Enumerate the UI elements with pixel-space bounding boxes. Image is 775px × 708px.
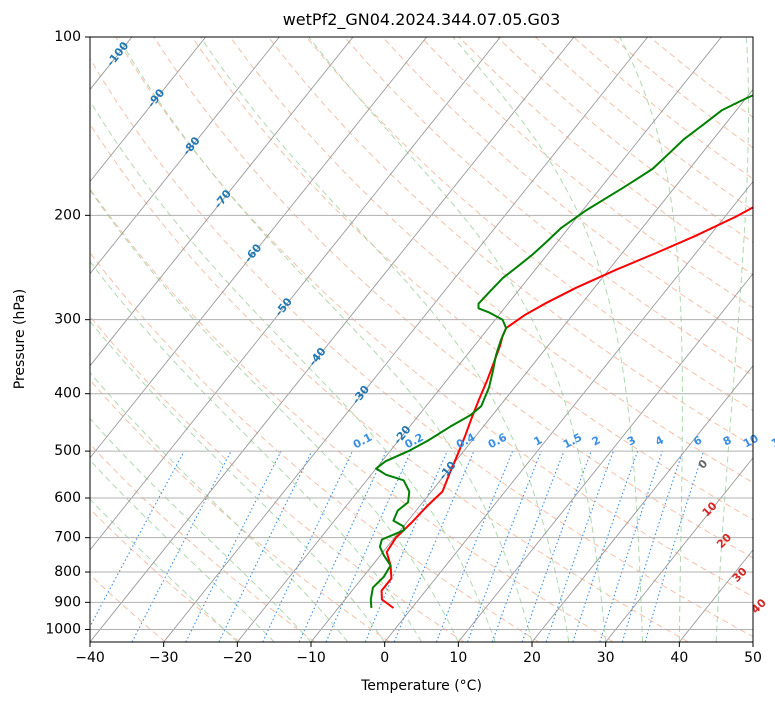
moist-adiabat	[619, 37, 683, 642]
isotherm-line	[236, 37, 722, 642]
y-tick-label: 300	[54, 312, 81, 328]
x-tick-label: 30	[597, 650, 615, 666]
x-tick-label: 0	[380, 650, 389, 666]
dry-adiabat	[90, 573, 166, 642]
moist-adiabat	[90, 459, 275, 642]
x-tick-label: 10	[449, 650, 467, 666]
isotherm-line	[90, 37, 575, 642]
x-tick-label: 20	[523, 650, 541, 666]
moist-adiabat	[90, 189, 459, 642]
x-tick-label: −10	[296, 650, 326, 666]
dry-adiabat	[90, 123, 689, 642]
moist-adiabat	[200, 37, 570, 642]
dry-adiabat	[191, 37, 753, 521]
moist-adiabat	[90, 320, 386, 642]
dry-adiabat	[90, 188, 614, 642]
x-tick-label: 40	[670, 650, 688, 666]
mixing-ratio-line	[572, 450, 639, 642]
dry-adiabat	[90, 315, 465, 642]
y-tick-label: 500	[54, 443, 81, 459]
dry-adiabat	[229, 37, 753, 484]
grid-lines	[0, 37, 753, 642]
moist-adiabat	[90, 100, 496, 642]
y-tick-label: 800	[54, 564, 81, 580]
isotherm-line	[310, 88, 753, 642]
mixing-ratio-line	[621, 450, 684, 642]
moist-adiabat	[117, 37, 533, 642]
y-tick-label: 100	[54, 29, 81, 45]
isotherm-line	[384, 180, 753, 642]
y-axis-label: Pressure (hPa)	[12, 288, 28, 390]
mixing-ratio-label: 13	[769, 432, 775, 451]
moist-adiabat	[90, 372, 349, 642]
isotherm-line	[752, 641, 753, 642]
moist-adiabat	[90, 498, 238, 642]
isotherm-line	[90, 37, 428, 459]
moist-adiabat	[452, 37, 643, 642]
mixing-ratio-line	[491, 450, 565, 642]
dry-adiabat	[90, 252, 540, 642]
y-tick-label: 700	[54, 530, 81, 546]
isotherm-line	[90, 37, 280, 275]
isotherm-line	[531, 365, 753, 642]
moist-adiabat	[308, 37, 607, 642]
dry-adiabat	[90, 443, 315, 642]
dry-adiabat	[306, 37, 753, 412]
moist-adiabat	[715, 37, 750, 642]
y-tick-label: 200	[54, 207, 81, 223]
x-tick-label: −30	[149, 650, 179, 666]
mixing-ratio-line	[521, 450, 592, 642]
dry-adiabat	[90, 379, 390, 642]
profile-lines	[369, 94, 753, 609]
isotherm-line	[457, 272, 753, 642]
mixing-ratio-line	[325, 450, 412, 642]
plot-frame	[89, 36, 754, 643]
y-tick-label: 400	[54, 386, 81, 402]
isotherm-line	[90, 37, 354, 367]
isotherm-line	[605, 457, 753, 642]
y-tick-label: 1000	[45, 621, 81, 637]
mixing-ratio-line	[364, 450, 448, 642]
axes: −40 −30 −20 −10 0 10 20 30 40 50 1000 900 800 700 600 5…	[45, 29, 762, 666]
moist-adiabat	[90, 260, 422, 642]
dry-adiabat	[267, 37, 753, 447]
x-tick-label: 50	[744, 650, 762, 666]
y-tick-label: 900	[54, 594, 81, 610]
mixing-ratio-line	[545, 450, 614, 642]
isotherm-line	[163, 37, 649, 642]
mixing-ratio-line	[185, 450, 282, 642]
dewpoint-profile-line	[369, 94, 753, 609]
y-tick-label: 600	[54, 490, 81, 506]
mixing-ratio-label: 10	[741, 432, 761, 451]
x-tick-label: −40	[75, 650, 105, 666]
reference-lines	[90, 37, 753, 642]
plot-background	[90, 37, 753, 642]
isotherm-line	[90, 37, 501, 551]
isotherm-line	[0, 37, 58, 642]
mixing-ratio-line	[90, 450, 185, 628]
mixing-ratio-line	[599, 450, 663, 642]
x-tick-label: −20	[223, 650, 253, 666]
x-axis-label: Temperature (°C)	[361, 678, 482, 694]
mixing-ratio-line	[435, 450, 514, 642]
dry-adiabat	[344, 37, 753, 377]
isotherm-line	[90, 37, 207, 183]
chart-title: wetPf2_GN04.2024.344.07.05.G03	[282, 10, 561, 29]
mixing-ratio-line	[466, 450, 542, 642]
